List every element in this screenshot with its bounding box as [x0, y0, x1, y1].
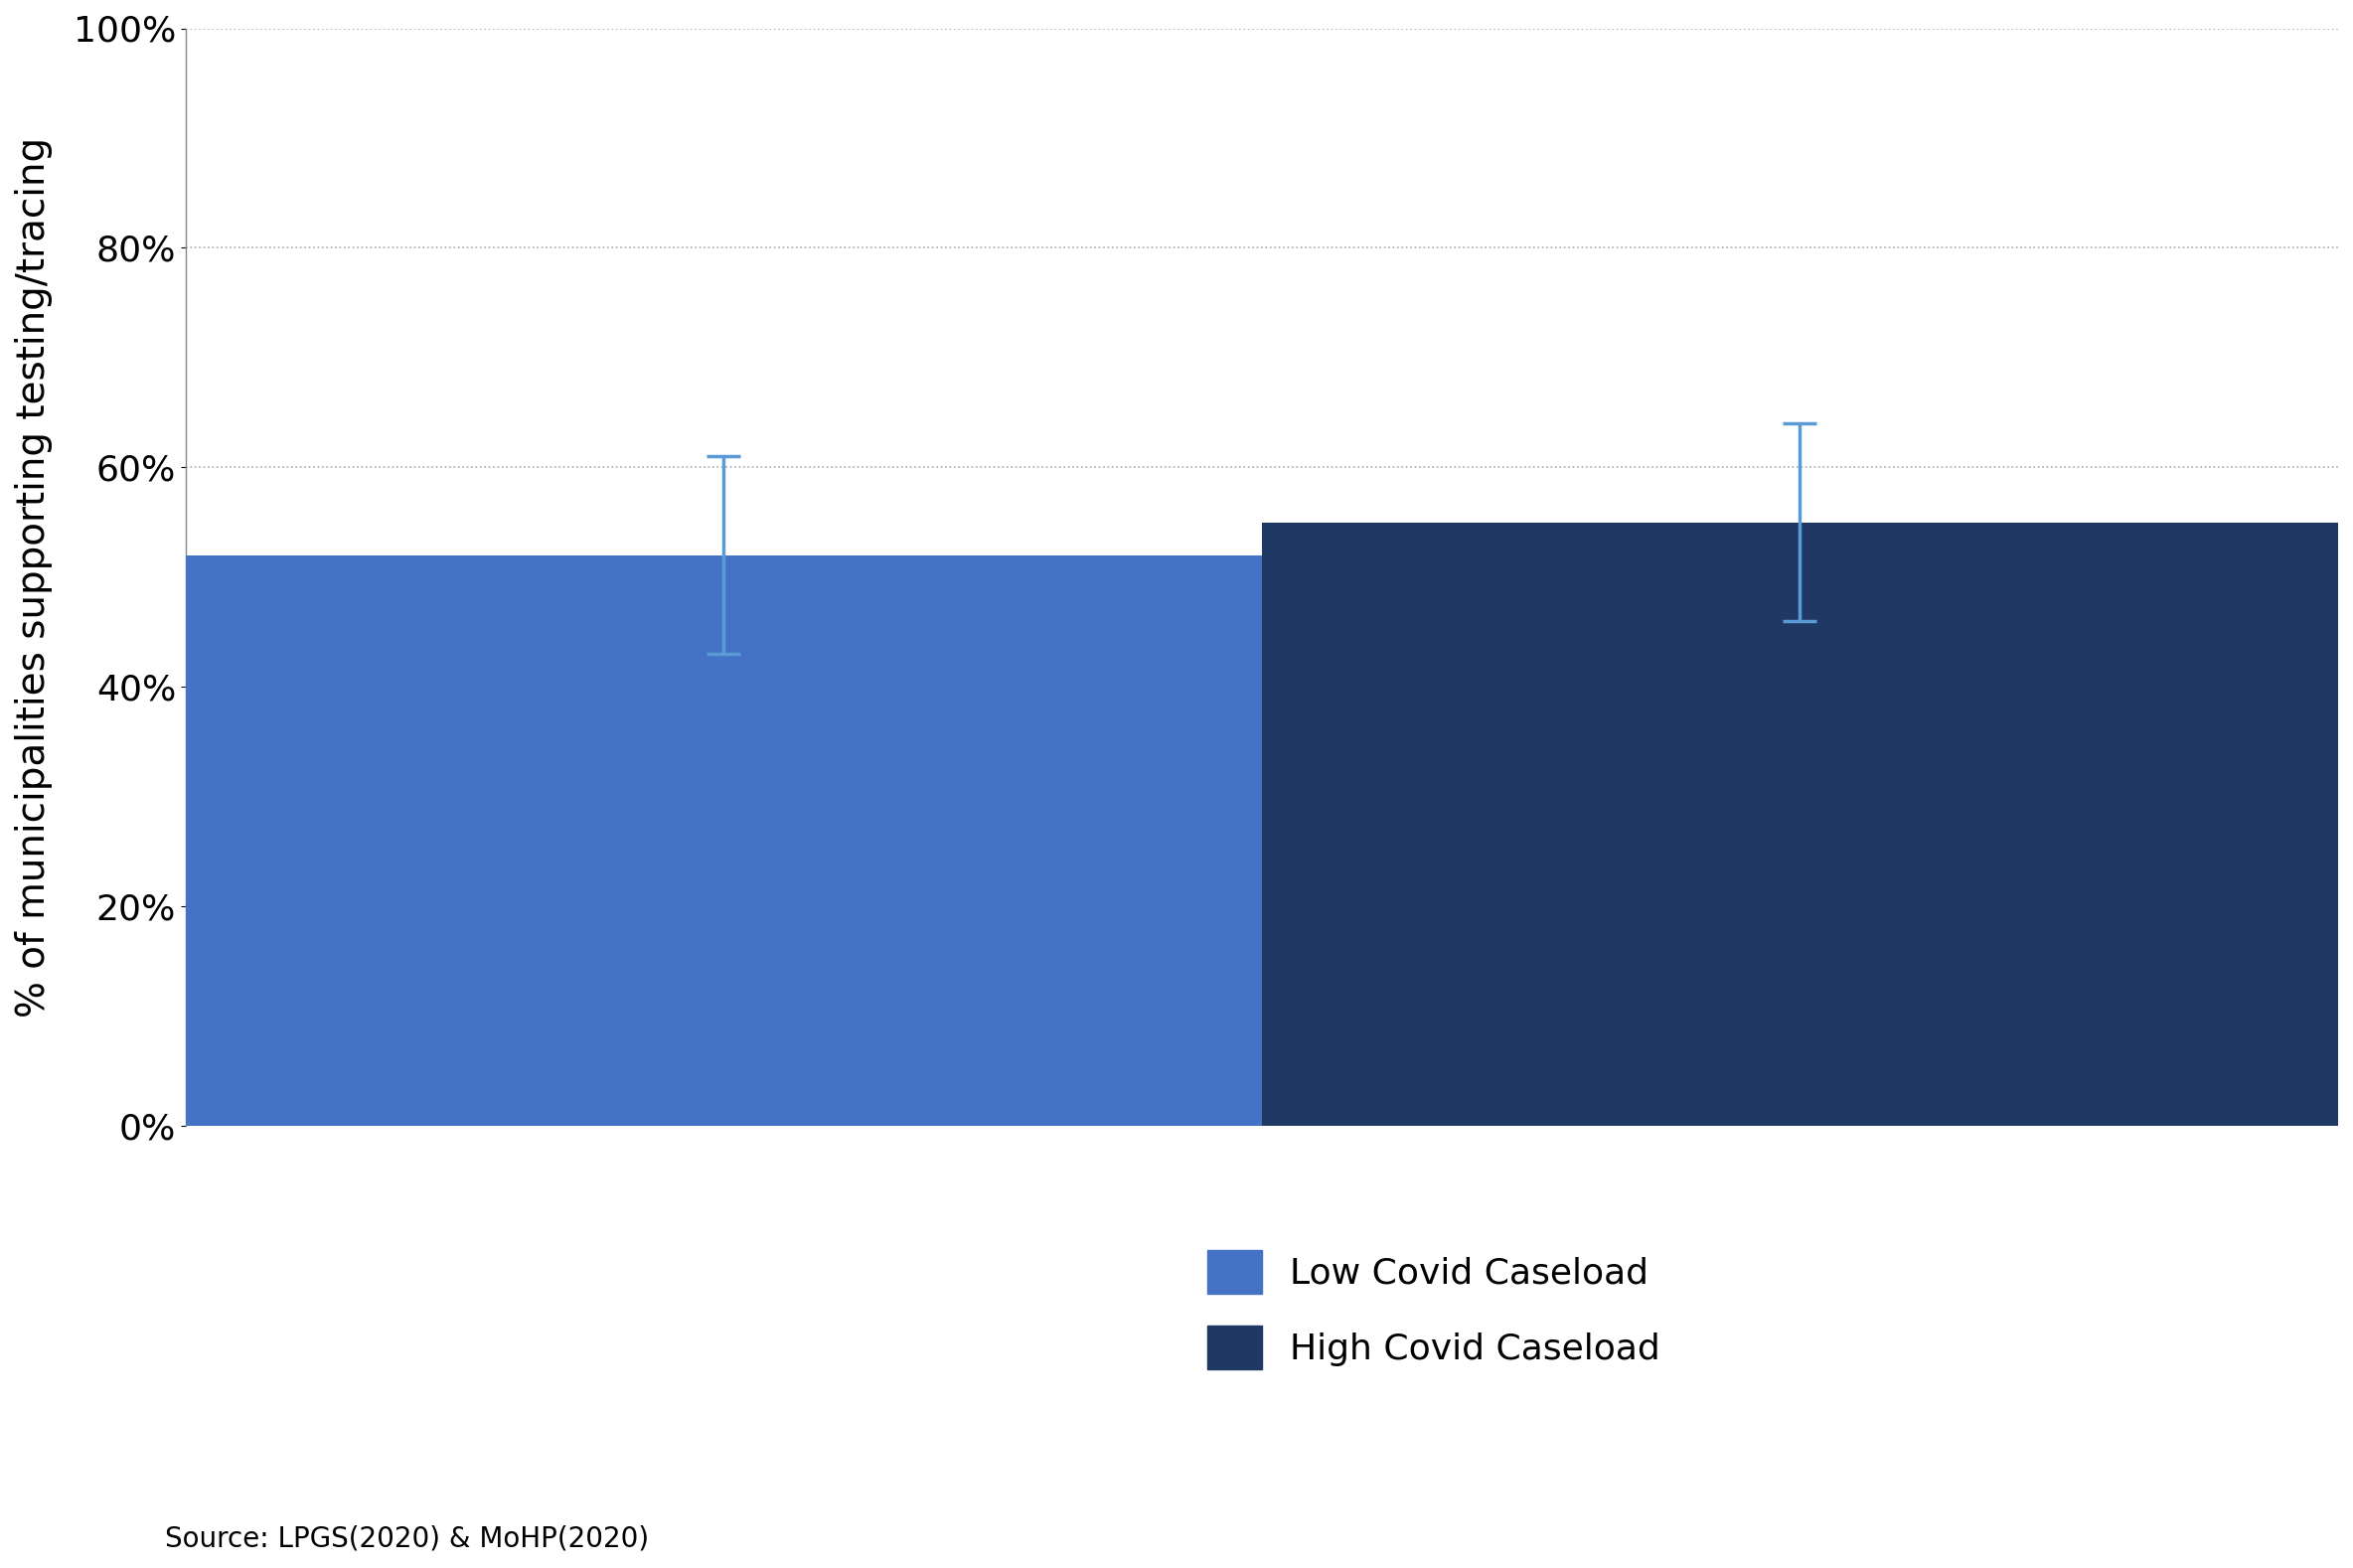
Text: Source: LPGS(2020) & MoHP(2020): Source: LPGS(2020) & MoHP(2020) [165, 1524, 649, 1552]
FancyBboxPatch shape [186, 555, 1261, 1126]
FancyBboxPatch shape [1261, 522, 2339, 1126]
Y-axis label: % of municipalities supporting testing/tracing: % of municipalities supporting testing/t… [14, 136, 52, 1018]
Legend: Low Covid Caseload, High Covid Caseload: Low Covid Caseload, High Covid Caseload [1191, 1232, 1678, 1388]
